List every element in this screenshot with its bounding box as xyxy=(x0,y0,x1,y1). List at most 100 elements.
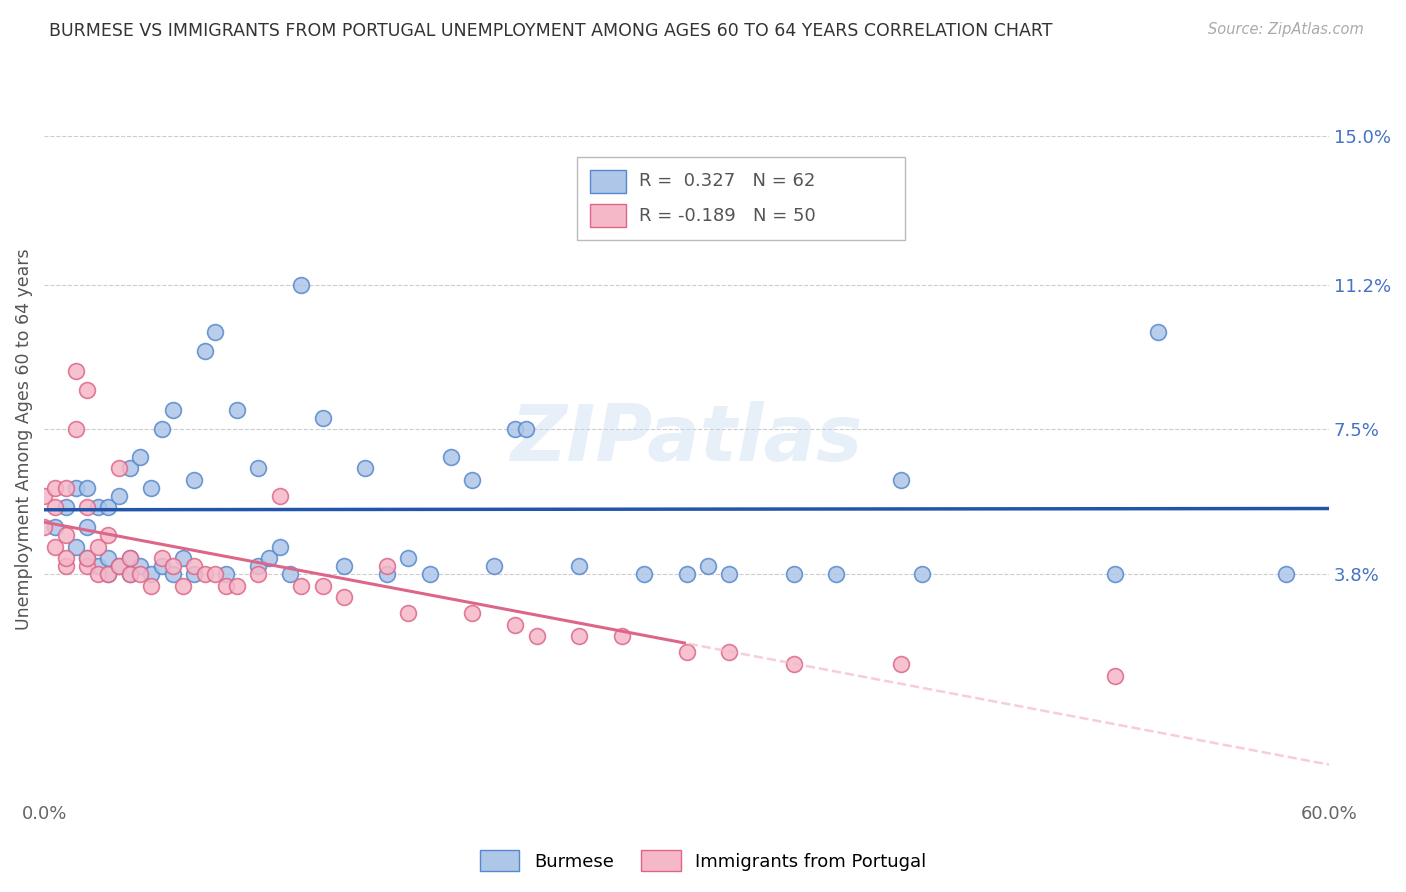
FancyBboxPatch shape xyxy=(591,170,626,194)
Point xyxy=(162,402,184,417)
Point xyxy=(568,559,591,574)
Point xyxy=(204,325,226,339)
Point xyxy=(76,383,98,397)
Point xyxy=(129,559,152,574)
Point xyxy=(782,566,804,581)
Point xyxy=(225,402,247,417)
Point xyxy=(482,559,505,574)
Point xyxy=(44,520,66,534)
Point xyxy=(1104,668,1126,682)
Point xyxy=(44,540,66,554)
Point xyxy=(782,657,804,671)
Point xyxy=(86,540,108,554)
Point xyxy=(97,566,120,581)
Point xyxy=(247,461,270,475)
Point xyxy=(419,566,441,581)
Text: Source: ZipAtlas.com: Source: ZipAtlas.com xyxy=(1208,22,1364,37)
Text: R =  0.327   N = 62: R = 0.327 N = 62 xyxy=(638,172,815,190)
Point xyxy=(675,645,697,659)
Point xyxy=(589,168,612,182)
Point xyxy=(118,551,141,566)
Point xyxy=(718,566,741,581)
Point xyxy=(1275,566,1298,581)
Point xyxy=(118,566,141,581)
Point xyxy=(141,566,163,581)
Point xyxy=(97,551,120,566)
Point xyxy=(194,566,217,581)
Point xyxy=(108,461,131,475)
Point xyxy=(118,551,141,566)
Point xyxy=(515,422,537,436)
Point xyxy=(32,489,55,503)
Point xyxy=(311,410,333,425)
Point xyxy=(150,551,173,566)
Point xyxy=(269,489,291,503)
Point xyxy=(257,551,280,566)
Point xyxy=(396,551,419,566)
Point xyxy=(633,566,655,581)
Point xyxy=(44,481,66,495)
Point xyxy=(183,473,205,487)
Point xyxy=(44,500,66,515)
Point xyxy=(76,520,98,534)
Point xyxy=(396,606,419,620)
Point xyxy=(280,566,302,581)
Point xyxy=(718,645,741,659)
Legend: Burmese, Immigrants from Portugal: Burmese, Immigrants from Portugal xyxy=(472,843,934,879)
Point xyxy=(118,461,141,475)
Point xyxy=(150,422,173,436)
Point xyxy=(354,461,377,475)
Text: BURMESE VS IMMIGRANTS FROM PORTUGAL UNEMPLOYMENT AMONG AGES 60 TO 64 YEARS CORRE: BURMESE VS IMMIGRANTS FROM PORTUGAL UNEM… xyxy=(49,22,1053,40)
Point xyxy=(290,277,312,292)
Point xyxy=(55,551,77,566)
Point xyxy=(215,566,238,581)
Point xyxy=(461,606,484,620)
Point xyxy=(247,559,270,574)
Point xyxy=(503,422,526,436)
Point xyxy=(825,566,848,581)
Point xyxy=(526,629,548,643)
Point xyxy=(129,450,152,464)
Point xyxy=(311,579,333,593)
Point xyxy=(76,551,98,566)
Point xyxy=(129,566,152,581)
Point xyxy=(375,566,398,581)
Point xyxy=(108,489,131,503)
Point xyxy=(333,591,356,605)
Point xyxy=(55,559,77,574)
Point xyxy=(65,540,87,554)
Point xyxy=(65,363,87,377)
FancyBboxPatch shape xyxy=(578,157,905,240)
Point xyxy=(97,500,120,515)
Point xyxy=(911,566,934,581)
Point xyxy=(86,566,108,581)
Point xyxy=(225,579,247,593)
FancyBboxPatch shape xyxy=(591,204,626,227)
Point xyxy=(97,566,120,581)
Point xyxy=(194,344,217,359)
Point xyxy=(76,551,98,566)
Point xyxy=(76,500,98,515)
Point xyxy=(890,657,912,671)
Point xyxy=(141,579,163,593)
Point xyxy=(461,473,484,487)
Point xyxy=(86,500,108,515)
Point xyxy=(172,551,194,566)
Point xyxy=(183,566,205,581)
Point xyxy=(183,559,205,574)
Point xyxy=(503,617,526,632)
Point xyxy=(333,559,356,574)
Point xyxy=(675,566,697,581)
Point xyxy=(215,579,238,593)
Point xyxy=(697,559,720,574)
Point xyxy=(1146,325,1168,339)
Point xyxy=(65,481,87,495)
Point xyxy=(162,566,184,581)
Point xyxy=(32,520,55,534)
Y-axis label: Unemployment Among Ages 60 to 64 years: Unemployment Among Ages 60 to 64 years xyxy=(15,248,32,630)
Point xyxy=(118,566,141,581)
Point xyxy=(76,481,98,495)
Point xyxy=(108,559,131,574)
Point xyxy=(162,559,184,574)
Point xyxy=(76,559,98,574)
